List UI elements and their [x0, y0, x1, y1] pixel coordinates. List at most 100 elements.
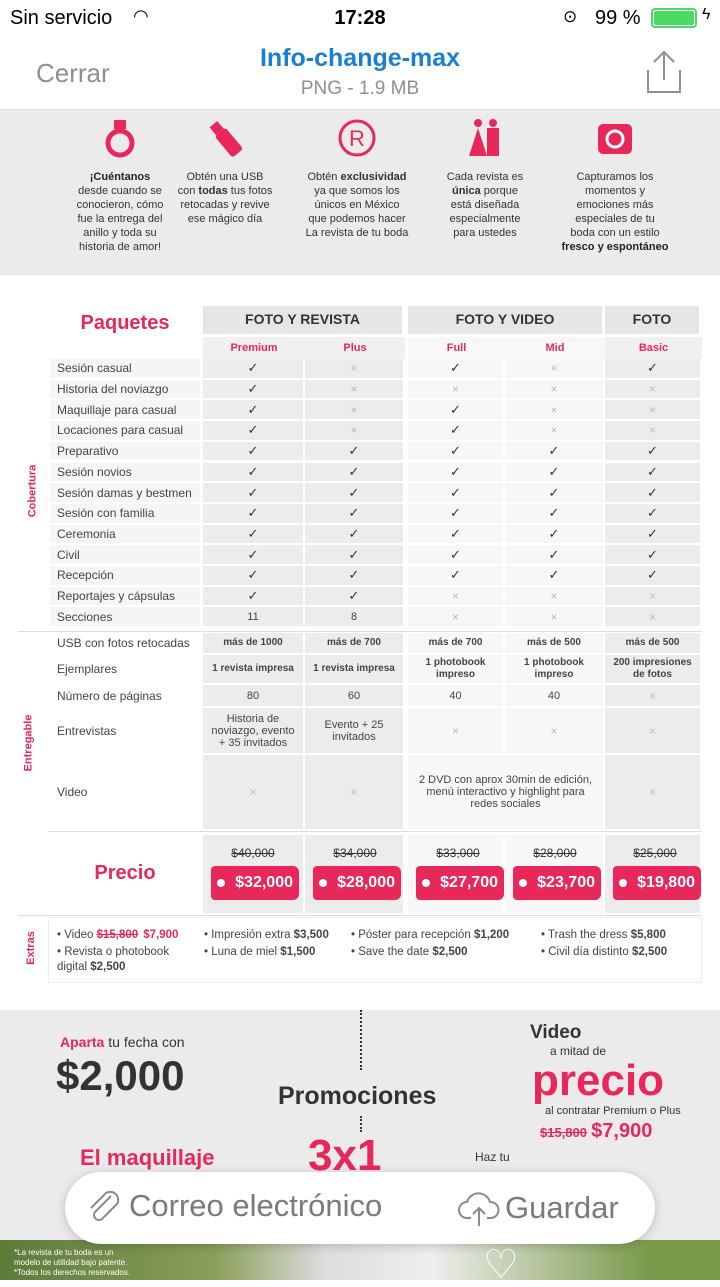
- feature-text: que podemos hacer: [308, 213, 406, 225]
- feature-text: desde cuando se: [78, 185, 162, 197]
- check-icon: ✓: [408, 441, 503, 461]
- promo-deposit: $2,000: [56, 1052, 185, 1099]
- extra-item: • Revista o photobook digital $2,500: [57, 945, 197, 975]
- old-price: $33,000: [436, 846, 480, 860]
- table-cell: 1 photobook impreso: [505, 655, 603, 683]
- camera-icon: [550, 118, 680, 158]
- cross-icon: ×: [505, 607, 603, 627]
- check-icon: ✓: [408, 566, 503, 585]
- price-label: Precio: [94, 862, 156, 884]
- status-bar: Sin servicio ◠ 17:28 ⊙ 99 % ϟ: [0, 0, 720, 36]
- cross-icon: ×: [605, 586, 700, 606]
- extra-item: • Civil día distinto $2,500: [541, 945, 667, 960]
- promo-3x1: 3x1: [308, 1131, 382, 1180]
- table-cell: 1 revista impresa: [305, 655, 403, 683]
- carrier: Sin servicio: [10, 7, 113, 29]
- close-button[interactable]: Cerrar: [36, 58, 110, 88]
- check-icon: ✓: [203, 421, 303, 440]
- extra-item: • Luna de miel $1,500: [204, 945, 315, 960]
- promo-maquillaje: El maquillaje: [80, 1145, 215, 1170]
- registered-icon: R: [292, 118, 422, 158]
- extra-price: $2,500: [631, 946, 668, 958]
- check-icon: ✓: [203, 545, 303, 564]
- extra-price: $15,800: [96, 929, 139, 941]
- extra-price: $2,500: [432, 946, 468, 958]
- promo-title: Promociones: [278, 1082, 437, 1110]
- features-section: ¡Cuéntanos desde cuando se conocieron, cóm…: [0, 110, 720, 275]
- table-cell: 40: [408, 685, 503, 706]
- cross-icon: ×: [505, 421, 603, 440]
- check-icon: ✓: [203, 359, 303, 378]
- extra-price: $1,500: [280, 946, 316, 958]
- check-icon: ✓: [305, 524, 403, 544]
- battery-icon: [651, 8, 697, 28]
- old-price: $25,000: [633, 846, 677, 860]
- feature-text: anillo y toda su: [83, 227, 157, 239]
- email-button[interactable]: Correo electrónico: [85, 1188, 382, 1224]
- svg-text:R: R: [349, 126, 365, 151]
- row-label: Reportajes y cápsulas: [50, 586, 200, 608]
- feature-text: especiales de tu: [575, 213, 655, 225]
- promo-contratar: al contratar Premium o Plus: [545, 1105, 681, 1117]
- feature-text: ¡Cuéntanos: [89, 171, 151, 183]
- price-tag: $19,800: [613, 866, 701, 900]
- feature-text: únicos en México: [314, 199, 400, 211]
- extra-name: • Póster para recepción: [351, 929, 474, 941]
- row-label: Sesión damas y bestmen: [50, 483, 200, 504]
- save-label: Guardar: [505, 1190, 619, 1225]
- promo-new-price: $7,900: [591, 1120, 653, 1142]
- row-label: Locaciones para casual: [50, 421, 200, 442]
- promo-fecha: tu fecha con: [104, 1034, 185, 1050]
- divider: [18, 915, 702, 916]
- cross-icon: ×: [605, 708, 700, 753]
- cross-icon: ×: [408, 586, 503, 606]
- row-label: Maquillaje para casual: [50, 400, 200, 422]
- table-cell: 11: [203, 607, 303, 627]
- table-cell: 2 DVD con aprox 30min de edición, menú i…: [408, 755, 603, 829]
- price-tag: $28,000: [313, 866, 401, 900]
- check-icon: ✓: [203, 462, 303, 482]
- feature-item: R Obtén exclusividad ya que somos los único…: [292, 118, 422, 240]
- divider: [18, 631, 702, 632]
- charging-icon: ϟ: [702, 6, 711, 23]
- cross-icon: ×: [408, 708, 503, 753]
- row-label: Ejemplares: [50, 655, 200, 685]
- row-label: Ceremonia: [50, 524, 200, 546]
- row-label: USB con fotos retocadas: [50, 633, 200, 655]
- price-tag: $23,700: [513, 866, 601, 900]
- check-icon: ✓: [408, 462, 503, 482]
- feature-text: Cada revista es: [446, 171, 524, 183]
- nav-bar: Cerrar Info-change-max PNG - 1.9 MB: [0, 36, 720, 110]
- cloud-upload-icon: [458, 1192, 500, 1226]
- check-icon: ✓: [305, 483, 403, 502]
- extras-box: • Video $15,800 $7,900 • Revista o photobo…: [48, 917, 702, 983]
- row-label: Secciones: [50, 607, 200, 629]
- check-icon: ✓: [203, 503, 303, 523]
- check-icon: ✓: [505, 462, 603, 482]
- row-label: Civil: [50, 545, 200, 566]
- promo-aparta: Aparta: [60, 1034, 105, 1050]
- table-cell: 80: [203, 685, 303, 706]
- feature-item: Cada revista es única porque está diseñada…: [420, 118, 550, 240]
- check-icon: ✓: [305, 586, 403, 606]
- feature-item: Capturamos los momentos y emociones más esp…: [550, 118, 680, 254]
- row-label: Sesión novios: [50, 462, 200, 484]
- save-button[interactable]: Guardar: [457, 1188, 619, 1228]
- check-icon: ✓: [203, 379, 303, 399]
- feature-text: ya que somos los: [314, 185, 400, 197]
- check-icon: ✓: [605, 524, 700, 544]
- couple-icon: [420, 118, 550, 158]
- cross-icon: ×: [605, 755, 700, 829]
- cross-icon: ×: [408, 379, 503, 399]
- promo-mitad: a mitad de: [550, 1044, 607, 1058]
- share-icon[interactable]: [642, 50, 686, 96]
- check-icon: ✓: [605, 462, 700, 482]
- table-cell: más de 500: [605, 633, 700, 653]
- table-cell: 8: [305, 607, 403, 627]
- feature-text: boda con un estilo: [570, 227, 660, 239]
- feature-text: emociones más: [576, 199, 654, 211]
- extra-name: • Luna de miel: [204, 946, 281, 958]
- check-icon: ✓: [605, 483, 700, 502]
- table-cell: 40: [505, 685, 603, 706]
- check-icon: ✓: [505, 483, 603, 502]
